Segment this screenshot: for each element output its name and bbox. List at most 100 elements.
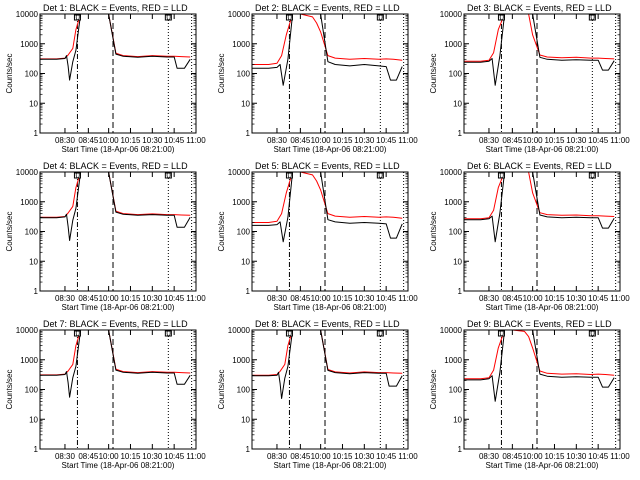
x-tick-label: 08:45 <box>78 294 99 303</box>
x-tick-label: 11:00 <box>186 452 206 461</box>
y-axis-label: Counts/sec <box>217 211 226 251</box>
y-tick-label: 10000 <box>228 326 251 335</box>
x-tick-label: 08:30 <box>55 452 76 461</box>
y-tick-label: 10 <box>241 99 250 108</box>
events-series-line <box>40 13 191 81</box>
y-tick-label: 1 <box>458 287 463 296</box>
x-axis-label: Start Time (18-Apr-06 08:21:00) <box>62 145 175 154</box>
y-tick-label: 100 <box>449 386 463 395</box>
y-tick-label: 100 <box>25 386 39 395</box>
panel-title: Det 2: BLACK = Events, RED = LLD <box>255 3 400 13</box>
x-tick-label: 10:00 <box>523 294 544 303</box>
plot-frame <box>39 329 197 450</box>
panel-title: Det 5: BLACK = Events, RED = LLD <box>255 161 400 171</box>
y-tick-label: 100 <box>25 70 39 79</box>
y-tick-label: 1000 <box>444 356 462 365</box>
lld-series-line <box>464 329 615 380</box>
period-marker <box>376 330 384 337</box>
y-tick-label: 100 <box>237 228 251 237</box>
y-tick-label: 10000 <box>16 10 39 19</box>
y-tick-label: 1000 <box>444 40 462 49</box>
events-series-line <box>464 13 615 86</box>
x-tick-label: 08:30 <box>479 294 500 303</box>
y-tick-label: 1 <box>34 129 39 138</box>
events-series-line <box>40 329 191 398</box>
y-tick-label: 100 <box>237 70 251 79</box>
y-tick-label: 1 <box>246 129 251 138</box>
panel-title: Det 4: BLACK = Events, RED = LLD <box>43 161 188 171</box>
panel-title: Det 7: BLACK = Events, RED = LLD <box>43 319 188 329</box>
lld-series-line <box>464 171 615 220</box>
period-marker <box>73 172 81 179</box>
x-tick-label: 11:00 <box>186 136 206 145</box>
y-tick-label: 10 <box>29 257 38 266</box>
x-tick-label: 10:15 <box>332 136 353 145</box>
period-marker-label: 0 <box>378 13 383 22</box>
x-tick-label: 10:45 <box>588 294 609 303</box>
x-tick-label: 10:00 <box>523 452 544 461</box>
y-tick-label: 10 <box>453 99 462 108</box>
x-tick-label: 10:45 <box>376 136 397 145</box>
x-axis-label: Start Time (18-Apr-06 08:21:00) <box>274 145 387 154</box>
events-series-line <box>252 329 403 399</box>
y-tick-label: 1 <box>458 129 463 138</box>
y-axis-label: Counts/sec <box>5 369 14 409</box>
period-marker-label: 0 <box>590 171 595 180</box>
x-tick-label: 11:00 <box>610 452 630 461</box>
period-marker-label: 0 <box>499 171 504 180</box>
x-tick-label: 10:30 <box>142 136 163 145</box>
period-marker-label: 0 <box>499 13 504 22</box>
period-marker <box>73 14 81 21</box>
y-axis-label: Counts/sec <box>5 53 14 93</box>
y-tick-label: 10 <box>453 257 462 266</box>
x-tick-label: 10:00 <box>523 136 544 145</box>
x-tick-label: 10:30 <box>566 294 587 303</box>
x-tick-label: 10:15 <box>544 294 565 303</box>
period-marker <box>285 172 293 179</box>
period-marker-label: 0 <box>378 329 383 338</box>
x-tick-label: 10:45 <box>164 452 185 461</box>
period-marker-label: 0 <box>287 329 292 338</box>
x-tick-label: 10:45 <box>164 294 185 303</box>
x-tick-label: 10:30 <box>142 294 163 303</box>
x-tick-label: 08:45 <box>290 136 311 145</box>
x-tick-label: 10:45 <box>376 294 397 303</box>
period-marker-label: 0 <box>378 171 383 180</box>
x-tick-label: 10:45 <box>164 136 185 145</box>
events-series-line <box>40 171 191 241</box>
y-axis-label: Counts/sec <box>429 369 438 409</box>
y-tick-label: 100 <box>25 228 39 237</box>
period-marker <box>497 330 505 337</box>
x-tick-label: 11:00 <box>398 136 418 145</box>
panel-title: Det 6: BLACK = Events, RED = LLD <box>467 161 612 171</box>
period-marker <box>73 330 81 337</box>
x-tick-label: 10:00 <box>99 294 120 303</box>
x-tick-label: 10:30 <box>566 136 587 145</box>
x-tick-label: 08:45 <box>290 294 311 303</box>
lld-series-line <box>252 13 403 65</box>
y-tick-label: 100 <box>449 70 463 79</box>
period-marker <box>376 14 384 21</box>
x-tick-label: 10:30 <box>354 136 375 145</box>
x-tick-label: 11:00 <box>186 294 206 303</box>
panel-title: Det 1: BLACK = Events, RED = LLD <box>43 3 188 13</box>
panel-title: Det 9: BLACK = Events, RED = LLD <box>467 319 612 329</box>
period-marker-label: 0 <box>75 13 80 22</box>
x-axis-label: Start Time (18-Apr-06 08:21:00) <box>486 145 599 154</box>
x-tick-label: 10:15 <box>332 294 353 303</box>
period-marker <box>164 330 172 337</box>
period-marker <box>285 14 293 21</box>
period-marker <box>497 172 505 179</box>
x-tick-label: 08:30 <box>55 136 76 145</box>
x-tick-label: 11:00 <box>610 136 630 145</box>
y-tick-label: 10000 <box>16 326 39 335</box>
period-marker <box>285 330 293 337</box>
y-tick-label: 1 <box>458 445 463 454</box>
